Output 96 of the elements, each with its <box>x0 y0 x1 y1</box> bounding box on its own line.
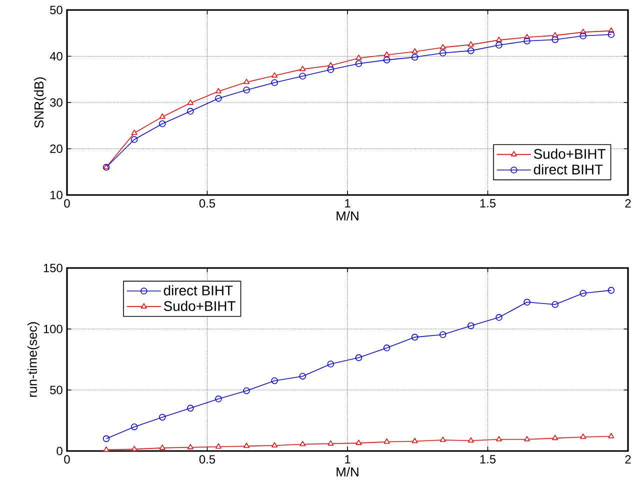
point <box>383 56 390 64</box>
legend-label: direct BIHT <box>534 164 603 174</box>
point <box>524 298 530 306</box>
point <box>412 48 418 54</box>
y-tick-label: 40 <box>50 52 62 60</box>
point <box>496 36 502 42</box>
point <box>103 446 110 452</box>
point <box>215 88 222 94</box>
point <box>300 66 306 72</box>
point <box>327 360 334 368</box>
point <box>384 51 390 57</box>
point <box>243 86 250 94</box>
point <box>468 322 474 330</box>
point <box>552 36 558 43</box>
y-tick-label: 50 <box>50 6 62 14</box>
point <box>496 314 502 321</box>
y-tick-label: 100 <box>44 324 62 334</box>
y-tick-label: 150 <box>44 264 62 272</box>
point <box>131 130 138 135</box>
x-tick-label: 2 <box>625 455 631 464</box>
point <box>187 404 194 412</box>
point <box>440 44 446 50</box>
point <box>187 100 194 105</box>
point <box>468 437 474 443</box>
point <box>411 54 418 61</box>
point <box>299 72 306 80</box>
x-tick-label: 2 <box>625 199 631 208</box>
point <box>496 42 502 49</box>
point <box>158 414 166 421</box>
point <box>327 66 334 74</box>
point <box>383 344 390 352</box>
y-tick-label: 30 <box>50 98 62 107</box>
point <box>244 78 250 84</box>
point <box>524 38 530 44</box>
point <box>411 334 418 341</box>
point <box>412 438 418 444</box>
point <box>272 442 278 448</box>
point <box>131 446 138 452</box>
legend-label: Sudo+BIHT <box>164 300 236 312</box>
x-tick-label: 1 <box>345 455 350 464</box>
point <box>271 377 278 384</box>
point <box>328 440 334 446</box>
point <box>608 286 615 294</box>
y-axis-title: SNR(dB) <box>34 77 46 128</box>
x-tick-label: 1.5 <box>480 455 496 464</box>
point <box>356 440 362 445</box>
point <box>215 396 222 402</box>
point <box>496 436 502 442</box>
x-axis-title: M/N <box>336 211 358 221</box>
y-tick-label: 20 <box>50 144 62 153</box>
point <box>580 290 587 297</box>
point <box>243 387 250 394</box>
point <box>300 440 306 446</box>
point <box>355 60 362 68</box>
point <box>355 354 362 362</box>
point <box>552 301 558 308</box>
legend-label: Sudo+BIHT <box>534 148 606 159</box>
point <box>580 434 586 439</box>
point <box>356 54 362 60</box>
y-axis-title: run-time(sec) <box>27 322 40 397</box>
point <box>159 444 166 450</box>
y-tick-label: 0 <box>56 446 62 456</box>
x-tick-label: 0.5 <box>199 455 216 464</box>
point <box>159 113 166 119</box>
x-tick-label: 0 <box>64 455 70 464</box>
point <box>608 31 615 38</box>
point <box>187 444 194 450</box>
point <box>552 434 558 440</box>
point <box>384 438 390 444</box>
point <box>215 443 222 449</box>
x-tick-label: 1 <box>345 199 350 208</box>
point <box>158 120 166 128</box>
x-tick-label: 0 <box>64 199 70 208</box>
point <box>130 423 138 430</box>
x-axis-title: M/N <box>336 467 358 477</box>
point <box>439 50 446 56</box>
point <box>215 94 222 102</box>
point <box>272 72 278 78</box>
legend-label: direct BIHT <box>164 285 233 296</box>
point <box>130 136 138 143</box>
y-tick-label: 50 <box>50 386 62 394</box>
point <box>468 41 474 47</box>
point <box>439 331 446 338</box>
point <box>187 108 194 115</box>
point <box>299 372 306 380</box>
y-tick-label: 10 <box>50 190 62 200</box>
point <box>244 442 250 448</box>
point <box>271 79 278 86</box>
point <box>440 436 446 442</box>
point <box>580 32 587 40</box>
point <box>524 436 530 442</box>
point <box>102 435 110 442</box>
x-tick-label: 1.5 <box>480 199 496 208</box>
point <box>608 432 614 438</box>
point <box>468 47 474 54</box>
x-tick-label: 0.5 <box>199 199 216 208</box>
